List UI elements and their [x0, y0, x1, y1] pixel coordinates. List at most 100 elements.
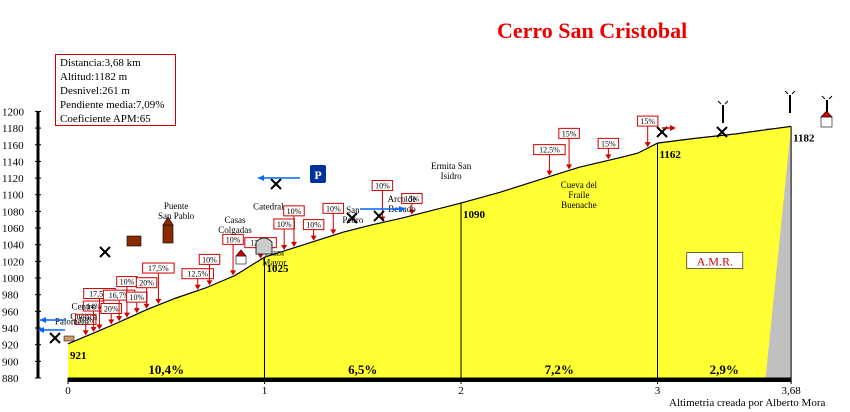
grade-flag-arrow — [566, 164, 573, 170]
poi-label: Buenache — [561, 200, 596, 210]
profile-area — [68, 126, 792, 379]
grade-flag-box — [135, 277, 158, 289]
cathedral-icon — [162, 216, 174, 226]
x-axis-bar — [68, 378, 792, 382]
y-tick-label: 1020 — [2, 256, 25, 268]
summit-house-icon — [820, 116, 833, 128]
altitude-label: 1182 — [793, 132, 815, 144]
info-avg-grade: Pendiente media:7,09% — [60, 99, 165, 111]
grade-flag-arrow — [605, 154, 612, 160]
grade-flag-box — [533, 144, 566, 156]
grade-flag-box — [558, 127, 580, 139]
poi-label: Centro — [71, 302, 96, 312]
y-tick-label: 960 — [2, 306, 19, 318]
grade-flag-arrow — [230, 270, 237, 276]
grade-flag-arrow — [310, 235, 317, 241]
grade-flag-arrow — [133, 308, 140, 314]
y-tick-label: 880 — [2, 373, 19, 385]
y-tick-label: 1120 — [2, 173, 24, 185]
poi-label: Palomera — [55, 317, 89, 327]
watermark-box — [686, 252, 744, 269]
altitude-label: 921 — [70, 350, 87, 362]
grade-flag-arrow — [155, 299, 162, 305]
altitude-label: 1162 — [660, 149, 682, 161]
grade-flag-arrow — [96, 324, 103, 330]
poi-label: Casas — [225, 215, 246, 225]
left-arrow-icon — [258, 175, 264, 181]
altitude-label: 1025 — [267, 263, 290, 275]
poi-label: Plaza — [265, 248, 285, 258]
altitude-label: 1090 — [463, 209, 486, 221]
poi-label: Arco de — [388, 194, 417, 204]
antenna-icon — [717, 100, 729, 105]
poi-label: San Pablo — [158, 211, 195, 221]
segment-grade-label: 7,2% — [545, 362, 574, 377]
grade-flag-arrow — [108, 319, 115, 325]
grade-flag-box — [322, 202, 345, 214]
grade-flag-arrow — [194, 284, 201, 290]
info-gain: Desnivel:261 m — [60, 85, 130, 97]
y-tick-label: 980 — [2, 290, 19, 302]
poi-label: Isidro — [441, 171, 462, 181]
credit-text: Altimetria creada por Alberto Mora — [669, 397, 826, 409]
grade-flag-box — [142, 262, 175, 274]
grade-flag-arrow — [408, 209, 415, 215]
grade-flag-box — [371, 180, 394, 192]
bridge-x-icon — [99, 246, 111, 258]
junction-x-icon — [346, 212, 358, 224]
grade-flag-box — [636, 115, 659, 127]
grade-flag-arrow — [143, 303, 150, 309]
bridge-icon — [63, 335, 75, 342]
grade-flag-label: 12,5% — [539, 146, 560, 155]
grade-flag-arrow — [281, 244, 288, 250]
arch-icon — [255, 237, 273, 255]
grade-flag-box — [100, 303, 122, 315]
grade-flag-arrow — [546, 170, 553, 176]
poi-label: Mayor — [262, 258, 286, 268]
poi-label: San — [346, 205, 360, 215]
grade-flag-label: 15% — [640, 117, 655, 126]
grade-flag-arrow — [206, 280, 213, 286]
y-tick-label: 940 — [2, 323, 19, 335]
grade-flag-arrow — [290, 241, 297, 247]
grade-flag-label: 10% — [226, 235, 241, 244]
church-icon — [235, 255, 247, 265]
x-tick-label: 3 — [655, 385, 661, 397]
grade-flag-label: 15% — [562, 129, 577, 138]
antenna-icon — [784, 90, 796, 95]
info-distance: Distancia:3,68 km — [60, 57, 141, 69]
info-altitude: Altitud:1182 m — [60, 71, 128, 83]
grade-flag-box — [74, 313, 97, 325]
right-arrow-icon — [670, 125, 676, 131]
grade-flag-label: 10% — [78, 315, 93, 324]
junction-x-icon — [270, 178, 282, 190]
grade-flag-label: 20% — [104, 305, 119, 314]
grade-flag-label: 17,5% — [148, 264, 169, 273]
segment-grade-label: 10,4% — [148, 362, 184, 377]
grade-flag-label: 10% — [202, 255, 217, 264]
houses-icon — [126, 235, 142, 247]
grade-flag-label: 15% — [405, 195, 420, 204]
x-tick-label: 1 — [262, 385, 268, 397]
y-tick-label: 1080 — [2, 206, 25, 218]
y-tick-label: 1100 — [2, 190, 24, 202]
parking-sign-icon — [310, 165, 326, 183]
poi-label: Fraile — [568, 190, 589, 200]
y-tick-label: 1180 — [2, 123, 24, 135]
poi-label: Ermita San — [431, 161, 472, 171]
grade-flag-label: 10% — [287, 207, 302, 216]
x-tick-label: 3,68 — [781, 385, 801, 397]
cathedral-icon — [162, 224, 174, 244]
grade-flag-box — [597, 137, 620, 149]
grade-flag-label: 10% — [375, 182, 390, 191]
antenna-icon — [821, 95, 833, 100]
y-tick-label: 1040 — [2, 240, 25, 252]
grade-flag-label: 15% — [601, 139, 616, 148]
grade-flag-box — [401, 193, 423, 205]
x-tick-label: 0 — [65, 385, 71, 397]
grade-flag-arrow — [330, 229, 337, 235]
grade-flag-label: 17,5% — [89, 290, 110, 299]
grade-flag-label: 12,5% — [187, 270, 208, 279]
watermark-text: A.M.R. — [697, 255, 733, 269]
